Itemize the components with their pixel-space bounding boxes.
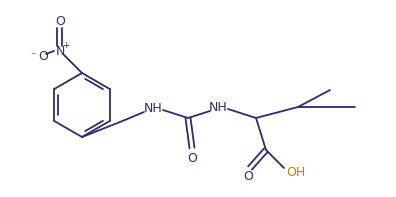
Text: OH: OH [286,165,306,178]
Text: O: O [55,15,65,28]
Text: ⁻: ⁻ [30,51,36,61]
Text: O: O [243,169,253,182]
Text: NH: NH [209,100,227,113]
Text: O: O [187,151,197,164]
Text: +: + [62,41,70,49]
Text: O: O [38,49,48,62]
Text: NH: NH [144,101,162,114]
Text: N: N [55,45,65,58]
